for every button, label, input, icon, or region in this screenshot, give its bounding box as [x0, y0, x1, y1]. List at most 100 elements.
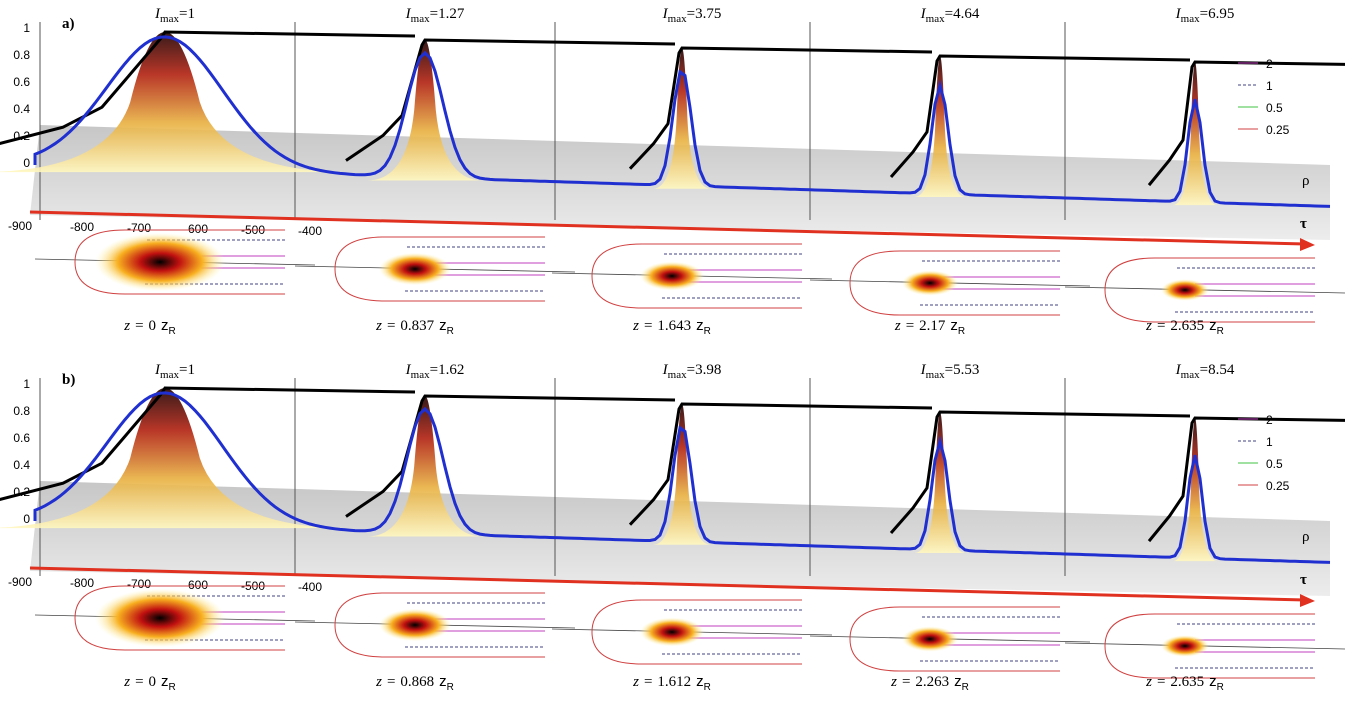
- intensity-spot: [95, 588, 225, 648]
- z-value: 0: [149, 674, 157, 690]
- z-value: 1.643: [657, 318, 691, 334]
- z-unit: z: [161, 673, 169, 690]
- x-tick-label: -400: [298, 224, 322, 238]
- z-value: 2.263: [915, 674, 949, 690]
- imax-label: Imax=1: [154, 6, 195, 25]
- legend-label: 0.25: [1266, 479, 1290, 493]
- y-tick-label: 1: [23, 377, 30, 391]
- contour: [1175, 267, 1315, 313]
- energy-curve: [889, 54, 1191, 178]
- y-tick-label: 0.4: [13, 458, 30, 472]
- energy-curve: [1147, 60, 1345, 187]
- z-value: 0: [149, 318, 157, 334]
- x-tick-label: -700: [127, 577, 151, 591]
- imax-label: Imax=6.95: [1175, 6, 1235, 25]
- intensity-spot: [902, 270, 958, 296]
- y-tick-label: 1: [23, 21, 30, 35]
- legend-label: 1: [1266, 79, 1273, 93]
- z-unit: z: [1209, 317, 1217, 334]
- legend-label: 0.5: [1266, 101, 1283, 115]
- contour: [74, 229, 285, 295]
- equals: =: [1200, 362, 1208, 378]
- equals: =: [1157, 674, 1165, 690]
- imax-value: 3.98: [695, 362, 721, 378]
- contour: [662, 253, 802, 299]
- tau-arrow: [1300, 594, 1315, 607]
- contour: [940, 276, 1060, 290]
- z-symbol: z: [894, 318, 901, 334]
- energy-curve: [0, 30, 416, 145]
- y-tick-label: 0.8: [13, 48, 30, 62]
- imax-value: 5.53: [953, 362, 979, 378]
- equals: =: [644, 674, 652, 690]
- contour: [920, 260, 1060, 306]
- peak-surface: [914, 56, 966, 197]
- panel: τρa)10.80.60.40.20-900 -800 -700 -600 -500 -4…: [0, 6, 1345, 337]
- z-label: z = 0 zR: [123, 317, 176, 337]
- imax-symbol: I: [920, 362, 927, 378]
- imax-value: 3.75: [695, 6, 721, 22]
- imax-value: 6.95: [1208, 6, 1234, 22]
- z-unit: z: [954, 673, 962, 690]
- intensity-spot: [640, 261, 704, 291]
- contour: [920, 616, 1060, 662]
- peak-surface: [653, 404, 711, 545]
- imax-label: Imax=4.64: [920, 6, 980, 25]
- panel: τρb)10.80.60.40.20-900 -800 -700 -600 -500 -4…: [0, 362, 1345, 693]
- imax-sub: max: [926, 369, 945, 381]
- z-unit: z: [696, 317, 704, 334]
- imax-symbol: I: [662, 6, 669, 22]
- tau-arrow: [1300, 238, 1315, 251]
- legend-label: 0.25: [1266, 123, 1290, 137]
- contour: [405, 602, 545, 648]
- imax-symbol: I: [662, 362, 669, 378]
- contour: [1195, 283, 1315, 297]
- peak-surface: [367, 40, 483, 181]
- z-label: z = 0 zR: [123, 673, 176, 693]
- imax-symbol: I: [154, 6, 161, 22]
- z-symbol: z: [632, 674, 639, 690]
- imax-label: Imax=8.54: [1175, 362, 1235, 381]
- z-unit: z: [1209, 673, 1217, 690]
- z-label: z = 1.612 zR: [632, 673, 711, 693]
- y-tick-label: 0.6: [13, 431, 30, 445]
- z-value: 0.868: [400, 674, 434, 690]
- intensity-spot: [640, 617, 704, 647]
- contour: [334, 236, 545, 302]
- energy-curve: [1147, 416, 1345, 543]
- legend-label: 0.5: [1266, 457, 1283, 471]
- x-tick-label: -900: [8, 219, 32, 233]
- equals: =: [430, 362, 438, 378]
- y-tick-label: 0.6: [13, 75, 30, 89]
- contour: [405, 246, 545, 292]
- field-curve: [33, 35, 1331, 208]
- contour: [682, 269, 802, 283]
- contour: [940, 632, 1060, 646]
- x-tick-label: -600: [184, 222, 208, 236]
- contour: [1104, 257, 1315, 323]
- imax-label: Imax=3.75: [662, 6, 722, 25]
- peak-surface: [0, 388, 351, 529]
- tau-label: τ: [1300, 216, 1307, 232]
- z-unit-sub: R: [447, 326, 454, 337]
- y-tick-label: 0: [23, 512, 30, 526]
- tau-axis: [29, 566, 1306, 602]
- z-symbol: z: [123, 318, 130, 334]
- z-symbol: z: [375, 674, 382, 690]
- imax-sub: max: [411, 369, 430, 381]
- z-unit: z: [439, 317, 447, 334]
- contour: [74, 585, 285, 651]
- equals: =: [430, 6, 438, 22]
- z-unit: z: [696, 673, 704, 690]
- intensity-spot: [379, 608, 451, 642]
- z-unit: z: [439, 673, 447, 690]
- intensity-spot: [95, 232, 225, 292]
- z-symbol: z: [1145, 674, 1152, 690]
- imax-label: Imax=1: [154, 362, 195, 381]
- z-unit-sub: R: [1217, 326, 1224, 337]
- legend-label: 2: [1266, 413, 1273, 427]
- peak-surface: [653, 48, 711, 189]
- legend-label: 2: [1266, 57, 1273, 71]
- imax-sub: max: [160, 369, 179, 381]
- equals: =: [179, 362, 187, 378]
